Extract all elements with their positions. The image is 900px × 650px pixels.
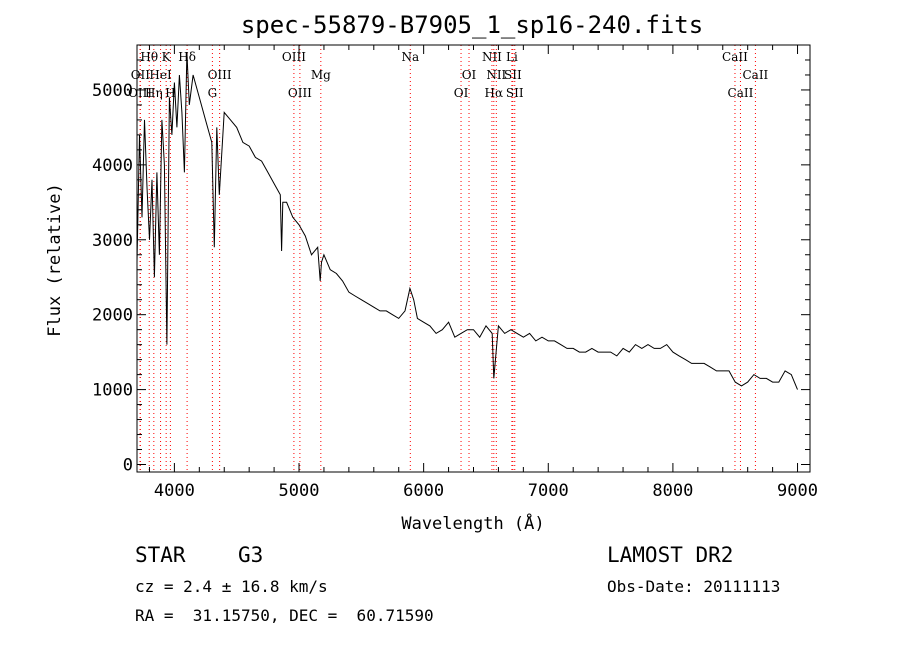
line-label: Hη: [145, 86, 163, 100]
line-label: OIII: [288, 86, 312, 100]
spectrum-line: [136, 52, 798, 390]
y-tick-label: 5000: [92, 81, 133, 101]
line-label: Li: [506, 50, 518, 64]
line-label: OIII: [282, 50, 306, 64]
x-tick-label: 7000: [528, 481, 569, 501]
line-label: Hα: [485, 86, 504, 100]
object-class: STAR: [135, 543, 186, 567]
x-tick-label: 4000: [154, 481, 195, 501]
line-label: CaII: [728, 86, 754, 100]
x-tick-label: 5000: [279, 481, 320, 501]
x-axis: 4000 5000 6000 7000 8000 9000: [148, 45, 818, 501]
x-tick-label: 9000: [777, 481, 818, 501]
line-label: HeI: [149, 68, 172, 82]
y-axis: 0 1000 2000 3000 4000 5000: [92, 59, 810, 476]
line-label: OI: [462, 68, 477, 82]
line-label: CaII: [742, 68, 768, 82]
line-label: Mg: [311, 68, 331, 82]
y-tick-label: 0: [123, 456, 133, 476]
line-label: OIII: [208, 68, 232, 82]
spectral-line-markers: [139, 45, 756, 472]
y-axis-label: Flux (relative): [45, 183, 65, 337]
chart-title: spec-55879-B7905_1_sp16-240.fits: [241, 11, 703, 39]
line-label: OI: [454, 86, 469, 100]
obs-date-text: Obs-Date: 20111113: [607, 577, 781, 596]
redshift-text: cz = 2.4 ± 16.8 km/s: [135, 577, 328, 596]
y-tick-label: 4000: [92, 156, 133, 176]
y-tick-label: 2000: [92, 306, 133, 326]
line-label: Hθ: [140, 50, 158, 64]
plot-frame: [136, 44, 811, 473]
x-axis-label: Wavelength (Å): [401, 512, 544, 534]
line-label: OIII: [128, 86, 152, 100]
line-label: G: [208, 86, 218, 100]
line-label: K: [162, 50, 172, 64]
y-tick-label: 3000: [92, 231, 133, 251]
line-label: SII: [504, 68, 522, 82]
x-tick-label: 8000: [652, 481, 693, 501]
line-label: SII: [506, 86, 524, 100]
y-tick-label: 1000: [92, 381, 133, 401]
line-label: H: [165, 86, 175, 100]
line-label: Na: [401, 50, 419, 64]
line-label: NII: [486, 68, 506, 82]
line-label: CaII: [722, 50, 748, 64]
x-tick-label: 6000: [403, 481, 444, 501]
coordinates-text: RA = 31.15750, DEC = 60.71590: [135, 606, 434, 625]
survey-name: LAMOST DR2: [607, 543, 734, 567]
line-label: NII: [482, 50, 502, 64]
object-subclass: G3: [238, 543, 264, 567]
